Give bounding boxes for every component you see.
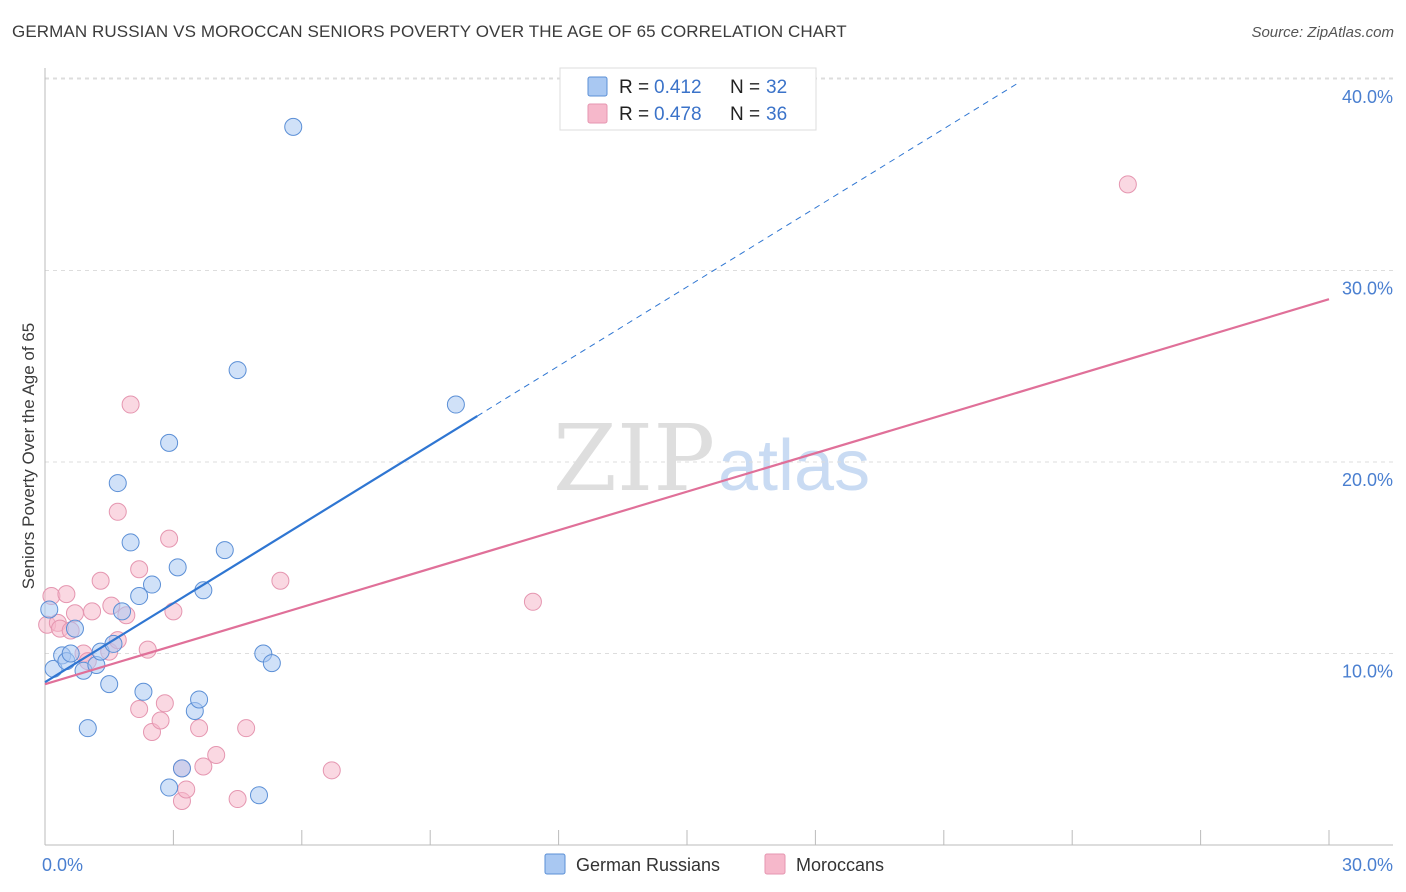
legend-german-swatch [587,76,608,97]
bottom-legend-moroccan-label: Moroccans [796,855,884,875]
german-points [40,117,465,805]
moroccan-point-36 [1118,175,1137,194]
german-point-26 [228,361,247,380]
watermark-atlas: atlas [718,426,870,506]
moroccan-point-33 [271,571,290,590]
moroccan-point-21 [151,711,170,730]
y-tick-label-3: 40.0% [1342,87,1393,107]
bottom-legend-moroccan-swatch [764,853,786,875]
german-point-4 [61,644,80,663]
moroccan-point-4 [57,585,76,604]
moroccan-point-31 [228,790,247,809]
x-tick-label-1: 30.0% [1342,855,1393,875]
german-point-19 [168,558,187,577]
y-tick-label-1: 20.0% [1342,470,1393,490]
german-point-18 [160,433,179,452]
legend-german-n-label: N = [730,77,760,98]
chart-title: GERMAN RUSSIAN VS MOROCCAN SENIORS POVER… [12,22,847,41]
moroccan-trend-line [44,298,1330,686]
moroccan-point-18 [130,700,149,719]
x-ticks [44,830,1330,845]
moroccan-point-34 [322,761,341,780]
moroccan-point-17 [130,560,149,579]
watermark: ZIP atlas [553,405,870,512]
trend-lines [44,83,1330,686]
german-point-31 [446,395,465,414]
german-point-12 [108,474,127,493]
german-trend-dashed [477,83,1017,417]
german-point-17 [143,575,161,594]
axes [44,68,1393,846]
moroccan-point-6 [65,604,84,623]
german-point-5 [65,619,84,638]
bottom-legend-german-label: German Russians [576,855,720,875]
moroccan-point-30 [207,745,226,764]
german-point-30 [284,117,303,136]
moroccan-point-28 [190,719,209,738]
x-tick-labels: 0.0% 30.0% [42,855,1393,875]
moroccan-point-14 [108,502,127,521]
source-label: Source: ZipAtlas.com [1251,24,1394,41]
legend: R = 0.412 N = 32 R = 0.478 N = 36 [559,67,817,131]
legend-moroccan-swatch [587,103,608,124]
german-point-0 [40,600,59,619]
moroccan-point-29 [194,757,213,776]
y-tick-label-2: 30.0% [1342,279,1393,299]
german-point-14 [121,533,140,552]
x-tick-label-0: 0.0% [42,855,83,875]
german-point-20 [172,759,191,778]
legend-german-r-label: R = [619,77,649,98]
german-trend-line [44,415,478,684]
legend-moroccan-r-label: R = [619,104,649,125]
german-point-29 [262,654,281,673]
legend-moroccan-r-value: 0.478 [654,104,702,125]
german-point-15 [130,587,149,606]
legend-moroccan-n-label: N = [730,104,760,125]
german-point-27 [250,786,268,805]
watermark-zip: ZIP [553,405,715,512]
y-axis-title: Seniors Poverty Over the Age of 65 [19,323,38,589]
moroccan-point-32 [237,719,256,738]
moroccan-point-16 [121,395,140,414]
y-tick-labels: 10.0% 20.0% 30.0% 40.0% [1342,87,1393,682]
moroccan-point-35 [523,592,542,611]
legend-german-n-value: 32 [766,77,787,98]
legend-moroccan-n-value: 36 [766,104,787,125]
german-point-25 [215,541,234,560]
german-point-13 [113,602,132,621]
german-point-10 [100,675,119,694]
moroccan-point-9 [83,602,102,621]
moroccan-point-23 [160,529,179,548]
moroccan-point-27 [177,780,196,799]
y-tick-label-0: 10.0% [1342,662,1393,682]
moroccan-point-24 [164,602,183,621]
german-point-11 [104,634,123,653]
german-point-16 [134,682,153,701]
gridlines [45,77,1393,654]
german-point-7 [78,719,97,738]
german-point-21 [160,778,179,797]
bottom-legend-german-swatch [544,853,566,875]
german-point-23 [190,690,209,709]
bottom-legend: German Russians Moroccans [544,853,884,875]
legend-german-r-value: 0.412 [654,77,702,98]
moroccan-point-22 [155,694,174,713]
moroccan-point-10 [91,571,110,590]
